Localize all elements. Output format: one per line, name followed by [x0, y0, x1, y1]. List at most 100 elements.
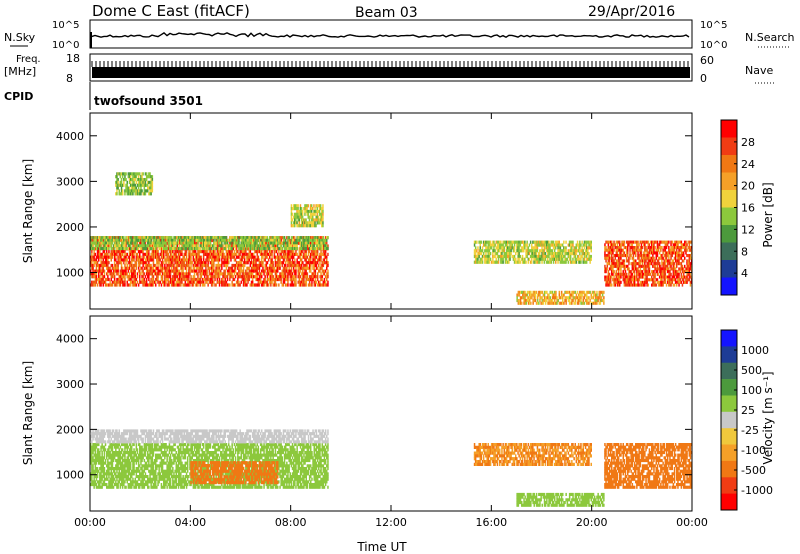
heatmap-cell: [301, 215, 304, 219]
heatmap-cell: [295, 212, 297, 216]
heatmap-cell: [210, 250, 213, 254]
heatmap-cell: [575, 249, 578, 253]
heatmap-cell: [288, 250, 290, 254]
heatmap-cell: [192, 263, 195, 268]
heatmap-cell: [304, 209, 306, 214]
heatmap-cell: [168, 236, 171, 240]
heatmap-cell: [479, 243, 481, 247]
heatmap-cell: [313, 280, 315, 284]
heatmap-cell: [320, 272, 322, 276]
heatmap-cell: [165, 247, 167, 251]
heatmap-cell: [116, 269, 118, 273]
heatmap-cell: [567, 243, 570, 247]
heatmap-cell: [501, 243, 503, 247]
heatmap-cell: [479, 240, 481, 244]
heatmap-cell: [579, 240, 581, 244]
heatmap-cell: [145, 244, 148, 248]
heatmap-cell: [177, 269, 180, 273]
heatmap-cell: [320, 277, 322, 282]
heatmap-cell: [262, 244, 264, 248]
heatmap-cell: [285, 247, 287, 251]
heatmap-cell: [118, 283, 120, 287]
heatmap-cell: [222, 250, 224, 254]
heatmap-cell: [585, 249, 588, 253]
heatmap-cell: [223, 272, 225, 276]
heatmap-cell: [188, 277, 190, 282]
heatmap-cell: [120, 261, 123, 265]
heatmap-cell: [272, 283, 274, 287]
heatmap-cell: [233, 283, 236, 287]
heatmap-cell: [131, 258, 133, 262]
heatmap-cell: [222, 236, 224, 240]
heatmap-cell: [571, 243, 573, 247]
heatmap-cell: [171, 261, 173, 265]
heatmap-cell: [295, 283, 297, 287]
heatmap-cell: [249, 236, 252, 240]
heatmap-cell: [205, 266, 207, 270]
heatmap-cell: [117, 186, 119, 190]
heatmap-cell: [147, 258, 149, 262]
heatmap-cell: [538, 290, 540, 294]
heatmap-cell: [177, 263, 180, 268]
heatmap-cell: [115, 241, 117, 245]
heatmap-cell: [145, 272, 148, 276]
heatmap-cell: [488, 252, 491, 256]
heatmap-cell: [499, 240, 501, 244]
heatmap-cell: [311, 283, 313, 287]
heatmap-cell: [142, 275, 144, 279]
heatmap-cell: [118, 238, 120, 242]
heatmap-cell: [143, 192, 146, 196]
heatmap-cell: [221, 258, 223, 262]
heatmap-cell: [115, 263, 117, 268]
heatmap-cell: [259, 275, 262, 279]
heatmap-cell: [274, 269, 277, 273]
heatmap-cell: [181, 238, 183, 242]
heatmap-cell: [249, 255, 252, 259]
heatmap-cell: [303, 263, 305, 268]
heatmap-cell: [229, 275, 231, 279]
heatmap-cell: [145, 269, 148, 273]
heatmap-cell: [512, 246, 515, 250]
heatmap-cell: [516, 293, 518, 297]
heatmap-cell: [273, 244, 276, 248]
heatmap-cell: [283, 238, 286, 242]
heatmap-cell: [191, 244, 193, 248]
heatmap-cell: [282, 272, 285, 276]
heatmap-cell: [147, 189, 149, 193]
heatmap-cell: [181, 263, 183, 268]
heatmap-cell: [569, 257, 572, 261]
heatmap-cell: [218, 258, 221, 262]
heatmap-cell: [254, 247, 256, 251]
heatmap-cell: [167, 252, 169, 256]
heatmap-cell: [529, 254, 532, 259]
heatmap-cell: [488, 257, 491, 261]
heatmap-cell: [151, 250, 154, 254]
heatmap-cell: [197, 236, 199, 240]
heatmap-cell: [294, 261, 296, 265]
heatmap-cell: [222, 255, 224, 259]
heatmap-cell: [197, 266, 199, 270]
heatmap-cell: [126, 263, 128, 268]
heatmap-cell: [279, 238, 281, 242]
heatmap-cell: [513, 257, 516, 261]
heatmap-cell: [274, 263, 277, 268]
heatmap-cell: [169, 238, 172, 242]
heatmap-cell: [555, 246, 557, 250]
heatmap-cell: [125, 186, 127, 190]
heatmap-cell: [305, 266, 307, 270]
heatmap-cell: [564, 252, 566, 256]
heatmap-cell: [531, 246, 533, 250]
heatmap-cell: [144, 283, 147, 287]
heatmap-cell: [113, 238, 116, 243]
heatmap-cell: [148, 283, 150, 287]
heatmap-cell: [120, 241, 123, 245]
heatmap-cell: [300, 266, 303, 270]
heatmap-cell: [476, 260, 478, 264]
heatmap-cell: [295, 252, 297, 256]
heatmap-cell: [476, 240, 478, 244]
heatmap-cell: [485, 252, 487, 256]
heatmap-cell: [233, 272, 236, 276]
heatmap-cell: [103, 255, 106, 259]
heatmap-cell: [290, 266, 293, 270]
heatmap-cell: [265, 244, 268, 248]
